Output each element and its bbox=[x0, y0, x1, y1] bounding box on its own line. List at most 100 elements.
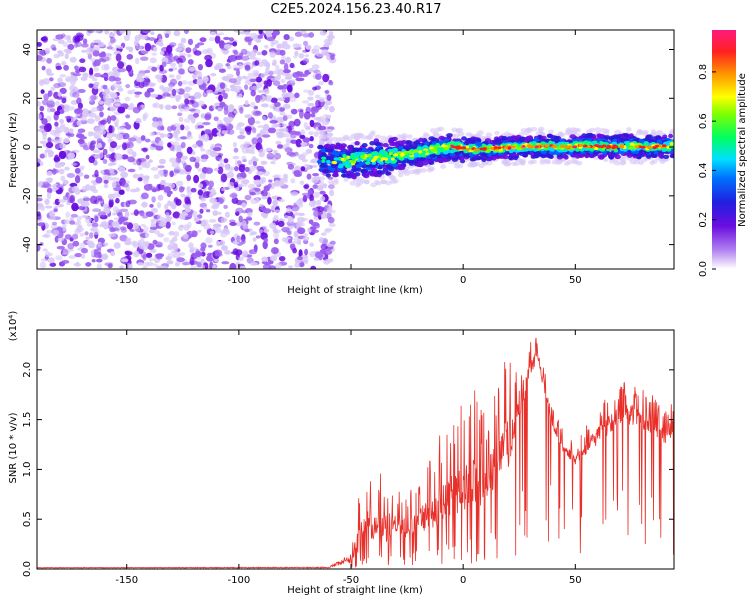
heatmap-noise-cell bbox=[219, 240, 226, 246]
heatmap-noise-cell bbox=[82, 38, 88, 45]
heatmap-noise-cell bbox=[326, 94, 332, 102]
heatmap-noise-cell bbox=[47, 177, 53, 184]
heatmap-noise-cell bbox=[250, 89, 256, 97]
heatmap-noise-cell bbox=[286, 221, 295, 226]
heatmap-noise-cell bbox=[68, 255, 76, 259]
heatmap-noise-cell bbox=[92, 77, 98, 82]
heatmap-noise-cell bbox=[223, 36, 231, 41]
heatmap-noise-cell bbox=[76, 215, 82, 221]
heatmap-noise-cell bbox=[320, 243, 328, 250]
heatmap-noise-cell bbox=[297, 256, 303, 261]
heatmap-signal-cell bbox=[358, 161, 365, 166]
heatmap-noise-cell bbox=[155, 41, 162, 46]
heatmap-noise-cell bbox=[229, 78, 237, 84]
heatmap-noise-cell bbox=[37, 243, 41, 252]
heatmap-noise-cell bbox=[189, 248, 195, 254]
heatmap-noise-cell bbox=[128, 265, 133, 269]
heatmap-noise-cell bbox=[65, 75, 71, 83]
heatmap-noise-cell bbox=[39, 105, 45, 112]
heatmap-noise-cell bbox=[307, 96, 314, 101]
heatmap-noise-cell bbox=[63, 126, 70, 134]
heatmap-noise-cell bbox=[98, 151, 104, 159]
heatmap-noise-cell bbox=[229, 37, 234, 42]
heatmap-noise-cell bbox=[272, 80, 281, 86]
heatmap-noise-cell bbox=[267, 183, 272, 189]
heatmap-noise-cell bbox=[114, 103, 121, 107]
heatmap-noise-cell bbox=[153, 263, 158, 267]
heatmap-noise-cell bbox=[37, 113, 42, 120]
heatmap-signal-cell bbox=[613, 160, 621, 166]
heatmap-signal-cell bbox=[349, 180, 356, 186]
heatmap-noise-cell bbox=[48, 216, 56, 221]
heatmap-noise-cell bbox=[146, 87, 155, 93]
heatmap-noise-cell bbox=[129, 228, 135, 232]
heatmap-noise-cell bbox=[173, 30, 181, 37]
heatmap-noise-cell bbox=[292, 240, 300, 244]
heatmap-noise-cell bbox=[187, 99, 195, 105]
heatmap-noise-cell bbox=[169, 170, 174, 178]
heatmap-noise-cell bbox=[140, 135, 146, 141]
heatmap-noise-cell bbox=[216, 33, 221, 37]
heatmap-noise-cell bbox=[111, 227, 120, 232]
heatmap-noise-cell bbox=[262, 115, 267, 121]
heatmap-noise-cell bbox=[238, 63, 243, 70]
heatmap-noise-cell bbox=[107, 137, 113, 143]
heatmap-noise-cell bbox=[305, 148, 313, 154]
heatmap-noise-cell bbox=[290, 139, 298, 144]
heatmap-noise-cell bbox=[257, 125, 265, 129]
heatmap-signal-cell bbox=[364, 179, 370, 185]
heatmap-noise-cell bbox=[267, 196, 272, 205]
heatmap-signal-cell bbox=[325, 173, 331, 178]
heatmap-noise-cell bbox=[176, 151, 183, 159]
heatmap-noise-cell bbox=[323, 259, 331, 265]
heatmap-noise-cell bbox=[42, 78, 50, 85]
heatmap-noise-cell bbox=[295, 43, 302, 48]
heatmap-noise-cell bbox=[298, 53, 305, 59]
heatmap-noise-cell bbox=[46, 141, 54, 149]
heatmap-noise-cell bbox=[96, 263, 102, 269]
heatmap-noise-cell bbox=[265, 147, 272, 152]
heatmap-signal-cell bbox=[420, 168, 427, 173]
heatmap-noise-cell bbox=[269, 120, 279, 124]
heatmap-noise-cell bbox=[118, 167, 126, 172]
heatmap-noise-cell bbox=[171, 105, 178, 110]
heatmap-noise-cell bbox=[119, 265, 124, 269]
heatmap-noise-cell bbox=[318, 81, 324, 86]
heatmap-noise-cell bbox=[257, 34, 264, 39]
heatmap-noise-cell bbox=[159, 51, 165, 55]
heatmap-signal-cell bbox=[423, 133, 431, 139]
heatmap-noise-cell bbox=[62, 41, 69, 48]
heatmap-noise-cell bbox=[148, 159, 153, 163]
heatmap-noise-cell bbox=[225, 63, 230, 67]
heatmap-noise-cell bbox=[324, 104, 329, 111]
heatmap-noise-cell bbox=[94, 126, 101, 134]
heatmap-noise-cell bbox=[151, 121, 159, 128]
heatmap-noise-cell bbox=[80, 115, 87, 122]
heatmap-noise-cell bbox=[268, 179, 273, 183]
heatmap-noise-cell bbox=[255, 142, 263, 150]
heatmap-noise-cell bbox=[100, 170, 106, 174]
heatmap-noise-cell bbox=[115, 153, 123, 161]
heatmap-noise-cell bbox=[290, 191, 299, 197]
heatmap-noise-cell bbox=[229, 104, 234, 112]
heatmap-noise-cell bbox=[269, 255, 278, 262]
heatmap-noise-cell bbox=[313, 131, 319, 137]
heatmap-noise-cell bbox=[223, 49, 229, 54]
heatmap-noise-cell bbox=[278, 107, 285, 112]
heatmap-noise-cell bbox=[312, 86, 317, 91]
heatmap-noise-cell bbox=[37, 162, 41, 167]
heatmap-noise-cell bbox=[202, 75, 209, 83]
heatmap-noise-cell bbox=[218, 68, 226, 73]
heatmap-noise-cell bbox=[41, 185, 47, 188]
heatmap-noise-cell bbox=[321, 118, 330, 126]
heatmap-noise-cell bbox=[92, 189, 99, 194]
heatmap-signal-cell bbox=[537, 128, 544, 134]
heatmap-noise-cell bbox=[294, 92, 300, 99]
heatmap-noise-cell bbox=[324, 90, 330, 94]
heatmap-noise-cell bbox=[88, 74, 95, 79]
heatmap-noise-cell bbox=[282, 84, 289, 90]
heatmap-noise-cell bbox=[194, 44, 200, 49]
heatmap-noise-cell bbox=[81, 43, 89, 48]
heatmap-noise-cell bbox=[282, 127, 289, 133]
heatmap-signal-cell bbox=[575, 161, 583, 166]
